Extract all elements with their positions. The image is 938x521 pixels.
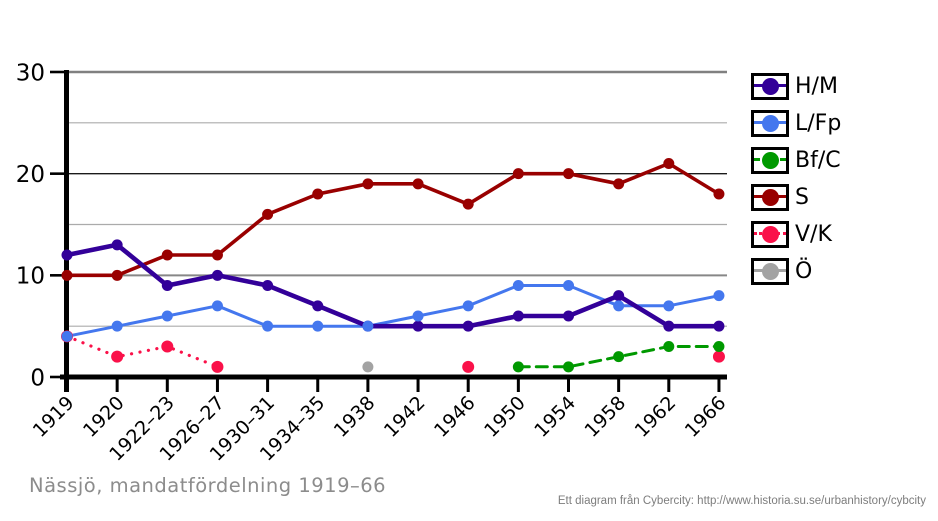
legend-label-l-fp: L/Fp xyxy=(795,111,842,136)
point-s-1958 xyxy=(613,178,625,190)
point-s-1938 xyxy=(362,178,374,190)
y-axis-label-0: 0 xyxy=(30,365,45,391)
point-l-fp-1954 xyxy=(563,279,574,291)
point-l-fp-1958 xyxy=(613,300,625,312)
x-axis-label-1919: 1919 xyxy=(29,392,79,442)
series-line-l-fp xyxy=(65,284,721,338)
legend-dot-sample-v-k xyxy=(761,226,779,243)
point-v-k-1946 xyxy=(462,360,475,373)
legend-dot-sample-h-m xyxy=(761,78,779,95)
x-axis-label-1946: 1946 xyxy=(430,392,480,442)
legend-item-l-fp: L/Fp xyxy=(751,110,841,137)
point-v-k-1926-27 xyxy=(211,360,224,373)
legend-label-h-m: H/M xyxy=(795,74,838,99)
point-bf-c-1966 xyxy=(713,340,725,352)
point-s-1962 xyxy=(663,157,675,169)
legend-swatch-l-fp xyxy=(751,110,789,137)
x-axis-label-1962: 1962 xyxy=(631,392,681,442)
point-l-fp-1946 xyxy=(462,300,474,312)
point-l-fp-1962 xyxy=(663,300,675,312)
point-l-fp-1950 xyxy=(512,279,524,291)
point-h-m-1926-27 xyxy=(211,269,223,281)
credit-text: Ett diagram från Cybercity: http://www.h… xyxy=(557,495,926,507)
legend-dot-sample-ö xyxy=(761,263,779,280)
point-ö-1938 xyxy=(362,361,374,373)
point-h-m-1958 xyxy=(613,290,625,302)
point-l-fp-1930-31 xyxy=(262,320,274,332)
point-s-1954 xyxy=(563,168,574,180)
legend-swatch-s xyxy=(751,184,789,211)
point-h-m-1920 xyxy=(111,239,123,251)
legend-label-ö: Ö xyxy=(795,259,813,284)
point-s-1946 xyxy=(462,198,474,210)
series-line-h-m xyxy=(64,242,722,329)
point-h-m-1966 xyxy=(713,320,725,332)
point-v-k-1922-23 xyxy=(161,340,174,353)
x-axis-label-1966: 1966 xyxy=(681,392,731,442)
legend-label-bf-c: Bf/C xyxy=(795,148,841,173)
point-s-1922-23 xyxy=(161,249,173,261)
point-v-k-1920 xyxy=(111,350,124,363)
y-axis-label-20: 20 xyxy=(16,162,45,188)
x-axis-label-1958: 1958 xyxy=(580,392,630,442)
legend-item-bf-c: Bf/C xyxy=(751,147,841,174)
point-l-fp-1922-23 xyxy=(161,310,173,322)
point-s-1919 xyxy=(61,269,73,281)
point-l-fp-1919 xyxy=(61,330,73,342)
point-s-1934-35 xyxy=(312,188,324,200)
legend-dot-sample-s xyxy=(761,189,779,206)
point-s-1950 xyxy=(512,168,524,180)
legend-item-h-m: H/M xyxy=(751,73,841,100)
point-bf-c-1950 xyxy=(512,361,524,373)
point-bf-c-1954 xyxy=(563,361,574,373)
legend-swatch-bf-c xyxy=(751,147,789,174)
point-l-fp-1934-35 xyxy=(312,320,324,332)
point-h-m-1962 xyxy=(663,320,675,332)
point-h-m-1954 xyxy=(563,310,574,322)
point-l-fp-1926-27 xyxy=(211,300,223,312)
point-s-1920 xyxy=(111,269,123,281)
legend-swatch-h-m xyxy=(751,73,789,100)
point-l-fp-1966 xyxy=(713,290,725,302)
point-s-1966 xyxy=(713,188,725,200)
point-v-k-1966 xyxy=(712,350,725,363)
legend-label-s: S xyxy=(795,185,809,210)
legend-label-v-k: V/K xyxy=(795,222,832,247)
point-h-m-1946 xyxy=(462,320,474,332)
point-h-m-1922-23 xyxy=(161,279,173,291)
point-h-m-1919 xyxy=(61,249,73,261)
legend: H/M L/Fp Bf/C S V/K Ö xyxy=(751,73,841,285)
point-l-fp-1942 xyxy=(412,310,424,322)
point-bf-c-1958 xyxy=(613,351,625,363)
y-axis-label-10: 10 xyxy=(16,264,45,290)
legend-dot-sample-bf-c xyxy=(761,152,779,169)
legend-dot-sample-l-fp xyxy=(761,115,779,132)
point-h-m-1942 xyxy=(412,320,424,332)
series-line-s xyxy=(65,161,721,278)
point-bf-c-1962 xyxy=(663,340,675,352)
x-axis-label-1942: 1942 xyxy=(380,392,430,442)
x-axis-label-1950: 1950 xyxy=(480,392,530,442)
point-h-m-1930-31 xyxy=(262,279,274,291)
legend-item-s: S xyxy=(751,184,841,211)
legend-swatch-v-k xyxy=(751,221,789,248)
legend-item-v-k: V/K xyxy=(751,221,841,248)
y-axis-label-30: 30 xyxy=(16,60,45,86)
x-axis-label-1954: 1954 xyxy=(530,392,580,442)
x-axis-label-1938: 1938 xyxy=(330,392,380,442)
chart-title: Nässjö, mandatfördelning 1919–66 xyxy=(29,474,387,497)
legend-item-ö: Ö xyxy=(751,258,841,285)
legend-swatch-ö xyxy=(751,258,789,285)
point-h-m-1950 xyxy=(512,310,524,322)
point-h-m-1934-35 xyxy=(312,300,324,312)
point-s-1930-31 xyxy=(262,208,274,220)
point-s-1942 xyxy=(412,178,424,190)
point-s-1926-27 xyxy=(211,249,223,261)
point-l-fp-1938 xyxy=(362,320,374,332)
point-l-fp-1920 xyxy=(111,320,123,332)
